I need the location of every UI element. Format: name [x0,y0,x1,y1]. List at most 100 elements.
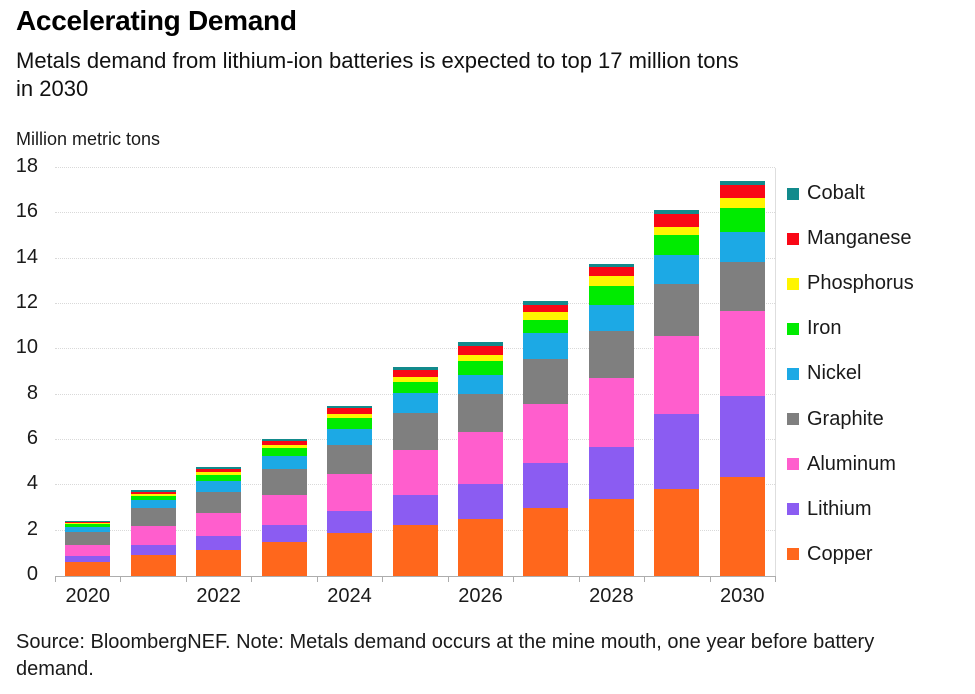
y-tick-label: 18 [15,155,38,177]
bar-segment-lithium [654,413,700,489]
legend-label: Nickel [807,362,862,385]
bar-segment-phosphorus [457,354,503,361]
bar-segment-copper [588,498,634,576]
bar-segment-aluminum [196,513,242,536]
bar-segment-graphite [327,444,373,475]
bar-segment-iron [392,382,438,393]
bar-segment-iron [457,360,503,375]
legend-swatch-icon [787,277,799,290]
bar-segment-lithium [588,446,634,499]
bar-segment-cobalt [392,367,438,371]
legend-item-phosphorus: Phosphorus [787,261,914,306]
bar-segment-iron [327,418,373,429]
bar-segment-nickel [457,374,503,394]
bar-2029 [654,210,700,576]
bar-segment-aluminum [130,525,176,545]
bar-segment-lithium [261,525,307,542]
bar-2027 [523,300,569,576]
y-axis-unit-label: Million metric tons [16,129,161,149]
bar-segment-aluminum [327,474,373,511]
bar-segment-manganese [654,214,700,227]
bar-segment-copper [327,533,373,576]
legend: Cobalt Manganese Phosphorus Iron Nickel Graph… [787,171,914,577]
axis-tick [644,576,646,582]
bar-segment-aluminum [719,310,765,396]
bar-segment-phosphorus [196,471,242,475]
x-tick-label: 2026 [458,585,503,607]
bar-segment-copper [457,519,503,576]
bar-segment-manganese [719,185,765,198]
legend-label: Graphite [807,407,884,430]
legend-item-nickel: Nickel [787,351,914,396]
legend-item-iron: Iron [787,306,914,351]
bar-segment-lithium [130,544,176,555]
bar-segment-cobalt [457,342,503,346]
bar-segment-copper [196,550,242,576]
bar-segment-nickel [719,231,765,263]
bar-segment-nickel [588,304,634,332]
bar-segment-graphite [588,331,634,379]
y-tick-label: 2 [26,517,38,540]
bar-segment-aluminum [654,335,700,414]
bar-segment-lithium [392,494,438,525]
bar-segment-graphite [130,508,176,526]
bar-segment-copper [654,488,700,576]
gridline [55,303,775,304]
legend-swatch-icon [787,322,799,335]
bar-2023 [261,438,307,576]
source-note: Source: BloombergNEF. Note: Metals deman… [16,631,875,680]
bar-segment-graphite [261,468,307,495]
chart-subtitle: Metals demand from lithium-ion batteries… [16,48,739,101]
bar-2030 [719,180,765,576]
bar-segment-lithium [327,510,373,534]
bar-segment-nickel [523,332,569,360]
axis-tick [382,576,384,582]
bar-segment-cobalt [719,180,765,186]
bar-segment-cobalt [196,467,242,470]
bar-segment-nickel [261,456,307,469]
bar-segment-phosphorus [523,312,569,321]
axis-tick [775,576,776,582]
bar-segment-manganese [65,522,111,524]
bar-segment-lithium [65,555,111,562]
bar-segment-manganese [261,441,307,445]
bar-segment-phosphorus [261,444,307,448]
bar-segment-nickel [654,254,700,284]
legend-item-copper: Copper [787,532,914,577]
legend-item-lithium: Lithium [787,487,914,532]
bar-segment-aluminum [523,404,569,464]
bar-segment-iron [65,524,111,528]
bar-segment-cobalt [523,300,569,305]
bar-segment-iron [523,320,569,333]
bar-segment-nickel [327,428,373,445]
bar-segment-copper [392,525,438,576]
bar-2026 [457,342,503,576]
bar-segment-phosphorus [654,226,700,236]
bar-segment-nickel [196,481,242,492]
bar-segment-aluminum [457,431,503,485]
bar-segment-nickel [392,392,438,413]
bar-segment-iron [719,207,765,232]
bar-segment-phosphorus [327,413,373,419]
bar-segment-graphite [457,393,503,432]
bar-segment-lithium [719,395,765,478]
bar-segment-iron [261,447,307,457]
gridline [55,348,775,350]
bar-segment-copper [719,477,765,576]
bar-segment-nickel [130,500,176,509]
bar-segment-lithium [457,484,503,520]
y-tick-label: 14 [15,245,38,268]
bar-2028 [588,264,634,576]
bar-segment-iron [588,286,634,305]
bar-segment-phosphorus [588,276,634,287]
bar-segment-cobalt [130,490,176,493]
legend-item-aluminum: Aluminum [787,442,914,487]
legend-swatch-icon [787,187,799,200]
legend-label: Cobalt [807,182,865,205]
gridline [55,167,775,168]
bar-segment-manganese [457,345,503,355]
bar-segment-manganese [196,469,242,472]
y-tick-label: 10 [15,336,38,359]
legend-swatch-icon [787,458,799,471]
bar-segment-manganese [130,492,176,494]
